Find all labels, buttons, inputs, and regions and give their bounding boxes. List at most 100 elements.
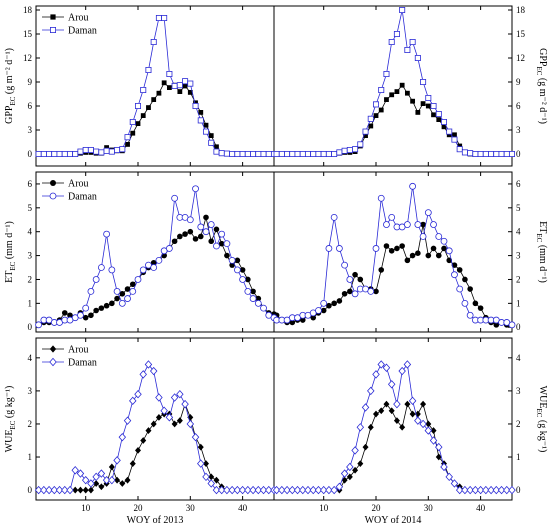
data-point-daman: [503, 150, 510, 157]
data-point-daman: [340, 469, 349, 478]
legend: Arou Daman: [42, 345, 97, 369]
data-point-daman: [228, 256, 236, 264]
data-point-arou: [352, 466, 359, 474]
data-point-daman: [171, 194, 179, 202]
data-point-arou: [420, 400, 427, 408]
data-point-daman: [341, 147, 348, 154]
y-tick-label: 3: [516, 125, 521, 135]
data-point-arou: [187, 90, 193, 95]
data-point-daman: [320, 299, 328, 307]
data-point-daman: [244, 288, 252, 295]
y-tick-label: 2: [516, 274, 521, 284]
data-point-arou: [114, 295, 120, 302]
data-point-daman: [129, 396, 137, 406]
data-point-arou: [119, 480, 126, 487]
data-point-daman: [476, 485, 485, 495]
x-axis-title: WOY of 2014: [365, 515, 422, 526]
data-point-daman: [46, 150, 53, 157]
data-point-daman: [352, 146, 359, 153]
data-point-daman: [278, 485, 286, 495]
data-point-daman: [357, 141, 364, 148]
data-point-arou: [446, 132, 452, 138]
data-point-arou: [430, 245, 437, 252]
data-point-daman: [383, 221, 390, 228]
data-point-daman: [378, 87, 385, 94]
data-point-daman: [383, 71, 390, 78]
y-tick-label: 18: [23, 5, 33, 15]
data-point-daman: [92, 472, 100, 482]
data-point-daman: [50, 485, 59, 495]
data-point-daman: [155, 393, 163, 402]
data-point-daman: [155, 256, 163, 264]
data-point-arou: [182, 83, 188, 89]
data-point-arou: [130, 130, 136, 136]
data-point-daman: [435, 442, 443, 452]
data-point-arou: [404, 257, 411, 264]
data-point-daman: [482, 150, 489, 157]
data-point-daman: [335, 245, 343, 252]
y-tick-label: 1: [516, 298, 521, 308]
data-point-arou: [399, 243, 405, 249]
legend-label-daman: Daman: [68, 358, 97, 369]
y-tick-label: 15: [516, 29, 526, 39]
data-point-daman: [419, 419, 427, 429]
y-axis-title-unit: (g kg⁻¹): [537, 417, 548, 452]
data-point-arou: [477, 305, 484, 311]
data-point-daman: [315, 150, 322, 157]
data-point-arou: [87, 486, 94, 494]
data-point-arou: [67, 312, 73, 319]
data-point-daman: [103, 230, 111, 238]
data-point-arou: [363, 133, 368, 138]
data-point-daman: [108, 266, 116, 274]
data-point-daman: [335, 482, 344, 491]
y-tick-label: 1: [516, 452, 521, 462]
data-point-daman: [250, 150, 257, 157]
data-point-arou: [336, 298, 343, 304]
data-point-daman: [450, 479, 459, 488]
y-tick-label: 0: [516, 149, 521, 159]
data-point-arou: [229, 262, 235, 268]
y-axis-title-sub: EC: [535, 233, 543, 242]
data-point-daman: [325, 150, 332, 157]
data-point-daman: [40, 150, 47, 157]
data-point-arou: [378, 267, 385, 273]
y-tick-label: 3: [28, 125, 33, 135]
data-point-daman: [346, 146, 353, 153]
data-point-arou: [140, 113, 146, 118]
data-point-daman: [503, 485, 511, 495]
data-point-daman: [40, 485, 48, 495]
y-axis-title-unit: (mm d⁻¹): [4, 221, 15, 262]
data-point-daman: [139, 370, 147, 379]
data-point-daman: [160, 406, 168, 415]
data-point-arou: [378, 407, 385, 415]
data-point-daman: [82, 146, 89, 153]
data-point-daman: [98, 149, 105, 156]
data-point-daman: [217, 485, 226, 495]
data-point-daman: [424, 426, 433, 435]
data-point-daman: [124, 295, 131, 302]
data-point-arou: [425, 420, 432, 428]
y-axis-title-main: WUE: [4, 430, 15, 453]
data-point-daman: [471, 485, 480, 495]
data-point-arou: [388, 407, 395, 415]
data-point-arou: [373, 113, 379, 118]
data-point-arou: [88, 312, 94, 319]
series-line-arou: [38, 82, 274, 155]
data-point-daman: [361, 403, 370, 412]
legend-marker: [49, 345, 57, 353]
data-point-daman: [155, 14, 162, 21]
data-point-daman: [382, 363, 391, 372]
data-point-daman: [134, 276, 142, 283]
data-point-arou: [82, 486, 89, 494]
data-point-daman: [351, 446, 359, 455]
data-point-daman: [398, 366, 406, 376]
data-point-daman: [67, 150, 74, 157]
data-point-daman: [238, 485, 247, 495]
data-point-arou: [234, 257, 241, 264]
data-point-daman: [430, 221, 437, 228]
data-point-arou: [394, 245, 400, 252]
data-point-arou: [109, 300, 115, 307]
y-tick-label: 2: [28, 274, 33, 284]
legend-marker: [49, 357, 57, 367]
data-point-arou: [114, 476, 121, 484]
